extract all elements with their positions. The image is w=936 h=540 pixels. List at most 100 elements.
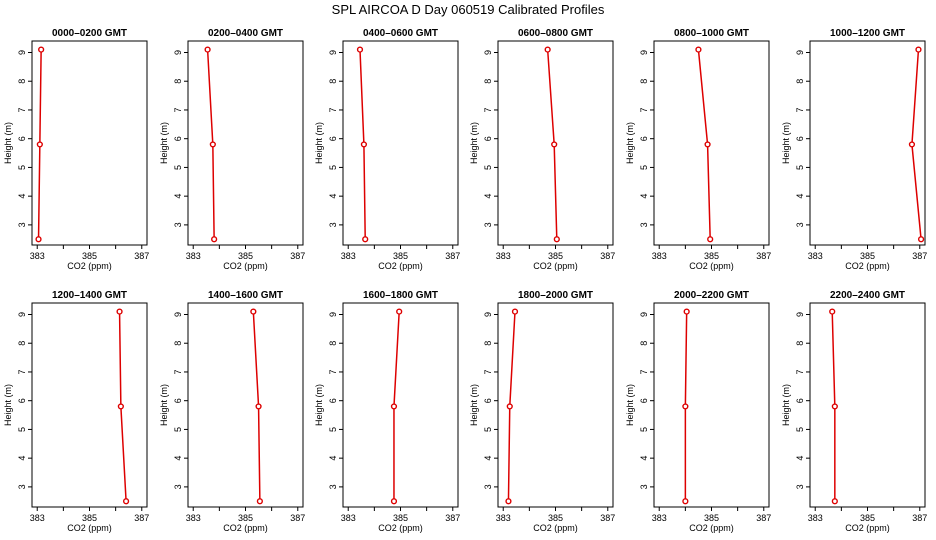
panel-title: 0000–0200 GMT <box>52 28 127 39</box>
y-tick-label: 4 <box>17 456 27 461</box>
y-tick-label: 5 <box>795 165 805 170</box>
x-tick-label: 385 <box>704 513 719 523</box>
y-tick-label: 5 <box>173 427 183 432</box>
data-point <box>551 141 558 148</box>
y-tick-label: 5 <box>639 427 649 432</box>
x-tick-label: 387 <box>912 251 927 261</box>
x-tick-label: 385 <box>82 251 97 261</box>
chart-panel: 0600–0800 GMT 3 4 5 6 7 8 9 383 385 387 CO2 (ppm) He… <box>469 28 615 271</box>
y-tick-label: 9 <box>795 50 805 55</box>
data-point <box>553 236 560 243</box>
y-tick-label: 7 <box>639 369 649 374</box>
y-tick-label: 6 <box>639 398 649 403</box>
panel-title: 2000–2200 GMT <box>674 290 749 301</box>
y-tick-label: 8 <box>483 79 493 84</box>
x-tick-label: 387 <box>756 513 771 523</box>
x-axis-label: CO2 (ppm) <box>533 523 578 533</box>
y-tick-label: 8 <box>328 341 338 346</box>
y-tick-label: 3 <box>795 484 805 489</box>
x-axis-label: CO2 (ppm) <box>845 261 890 271</box>
data-point <box>209 141 216 148</box>
chart-panel: 1200–1400 GMT 3 4 5 6 7 8 9 383 385 387 CO2 (ppm) He… <box>3 290 149 533</box>
y-axis-label: Height (m) <box>625 122 635 164</box>
y-tick-label: 8 <box>795 79 805 84</box>
y-tick-label: 6 <box>483 398 493 403</box>
x-tick-label: 383 <box>808 513 823 523</box>
data-point <box>117 403 124 410</box>
y-tick-label: 8 <box>17 79 27 84</box>
data-point <box>204 46 211 53</box>
x-tick-label: 387 <box>600 513 615 523</box>
y-tick-label: 4 <box>17 194 27 199</box>
data-point <box>396 308 403 315</box>
plot-frame <box>31 40 148 246</box>
y-tick-label: 9 <box>483 50 493 55</box>
y-tick-label: 7 <box>328 107 338 112</box>
y-tick-label: 6 <box>795 398 805 403</box>
y-tick-label: 3 <box>328 222 338 227</box>
y-tick-label: 5 <box>483 427 493 432</box>
y-tick-label: 3 <box>173 484 183 489</box>
data-point <box>511 308 519 315</box>
x-tick-label: 385 <box>548 251 563 261</box>
y-tick-label: 4 <box>483 194 493 199</box>
x-axis-label: CO2 (ppm) <box>689 261 734 271</box>
y-axis-label: Height (m) <box>159 384 169 426</box>
x-tick-label: 385 <box>393 251 408 261</box>
data-point <box>35 236 42 243</box>
y-tick-label: 9 <box>173 50 183 55</box>
plot-frame <box>809 302 926 508</box>
figure-title: SPL AIRCOA D Day 060519 Calibrated Profi… <box>332 2 605 17</box>
x-tick-label: 383 <box>652 513 667 523</box>
y-tick-label: 7 <box>17 107 27 112</box>
plot-frame <box>187 40 304 246</box>
y-tick-label: 7 <box>639 107 649 112</box>
y-tick-label: 6 <box>795 136 805 141</box>
chart-panel: 1400–1600 GMT 3 4 5 6 7 8 9 383 385 387 CO2 (ppm) He… <box>159 290 305 533</box>
data-point <box>707 236 714 243</box>
y-tick-label: 9 <box>328 50 338 55</box>
x-tick-label: 387 <box>134 251 149 261</box>
y-tick-label: 9 <box>17 312 27 317</box>
plot-frame <box>497 302 614 508</box>
data-point <box>356 46 364 53</box>
y-tick-label: 3 <box>639 222 649 227</box>
y-tick-label: 8 <box>173 341 183 346</box>
y-axis-label: Height (m) <box>781 384 791 426</box>
x-tick-label: 387 <box>290 251 305 261</box>
y-tick-label: 6 <box>17 398 27 403</box>
x-tick-label: 383 <box>341 251 356 261</box>
y-tick-label: 9 <box>639 50 649 55</box>
x-tick-label: 387 <box>756 251 771 261</box>
data-point <box>505 498 512 505</box>
y-tick-label: 9 <box>483 312 493 317</box>
y-tick-label: 7 <box>173 107 183 112</box>
y-tick-label: 8 <box>328 79 338 84</box>
chart-panel: 2000–2200 GMT 3 4 5 6 7 8 9 383 385 387 CO2 (ppm) He… <box>625 290 771 533</box>
y-tick-label: 7 <box>483 107 493 112</box>
x-axis-label: CO2 (ppm) <box>223 261 268 271</box>
x-tick-label: 383 <box>30 251 45 261</box>
y-tick-label: 3 <box>483 484 493 489</box>
data-point <box>250 308 257 315</box>
y-tick-label: 9 <box>17 50 27 55</box>
x-tick-label: 383 <box>186 513 201 523</box>
x-tick-label: 383 <box>341 513 356 523</box>
x-axis-label: CO2 (ppm) <box>845 523 890 533</box>
y-axis-label: Height (m) <box>314 384 324 426</box>
plot-frame <box>653 302 770 508</box>
y-tick-label: 4 <box>795 194 805 199</box>
data-point <box>256 498 263 505</box>
chart-panel: 2200–2400 GMT 3 4 5 6 7 8 9 383 385 387 CO2 (ppm) He… <box>781 290 927 533</box>
x-tick-label: 385 <box>238 513 253 523</box>
y-tick-label: 8 <box>639 341 649 346</box>
y-axis-label: Height (m) <box>3 384 13 426</box>
x-tick-label: 387 <box>445 251 460 261</box>
y-tick-label: 4 <box>173 194 183 199</box>
y-tick-label: 5 <box>639 165 649 170</box>
y-tick-label: 5 <box>17 427 27 432</box>
y-tick-label: 3 <box>173 222 183 227</box>
data-point <box>506 403 513 410</box>
